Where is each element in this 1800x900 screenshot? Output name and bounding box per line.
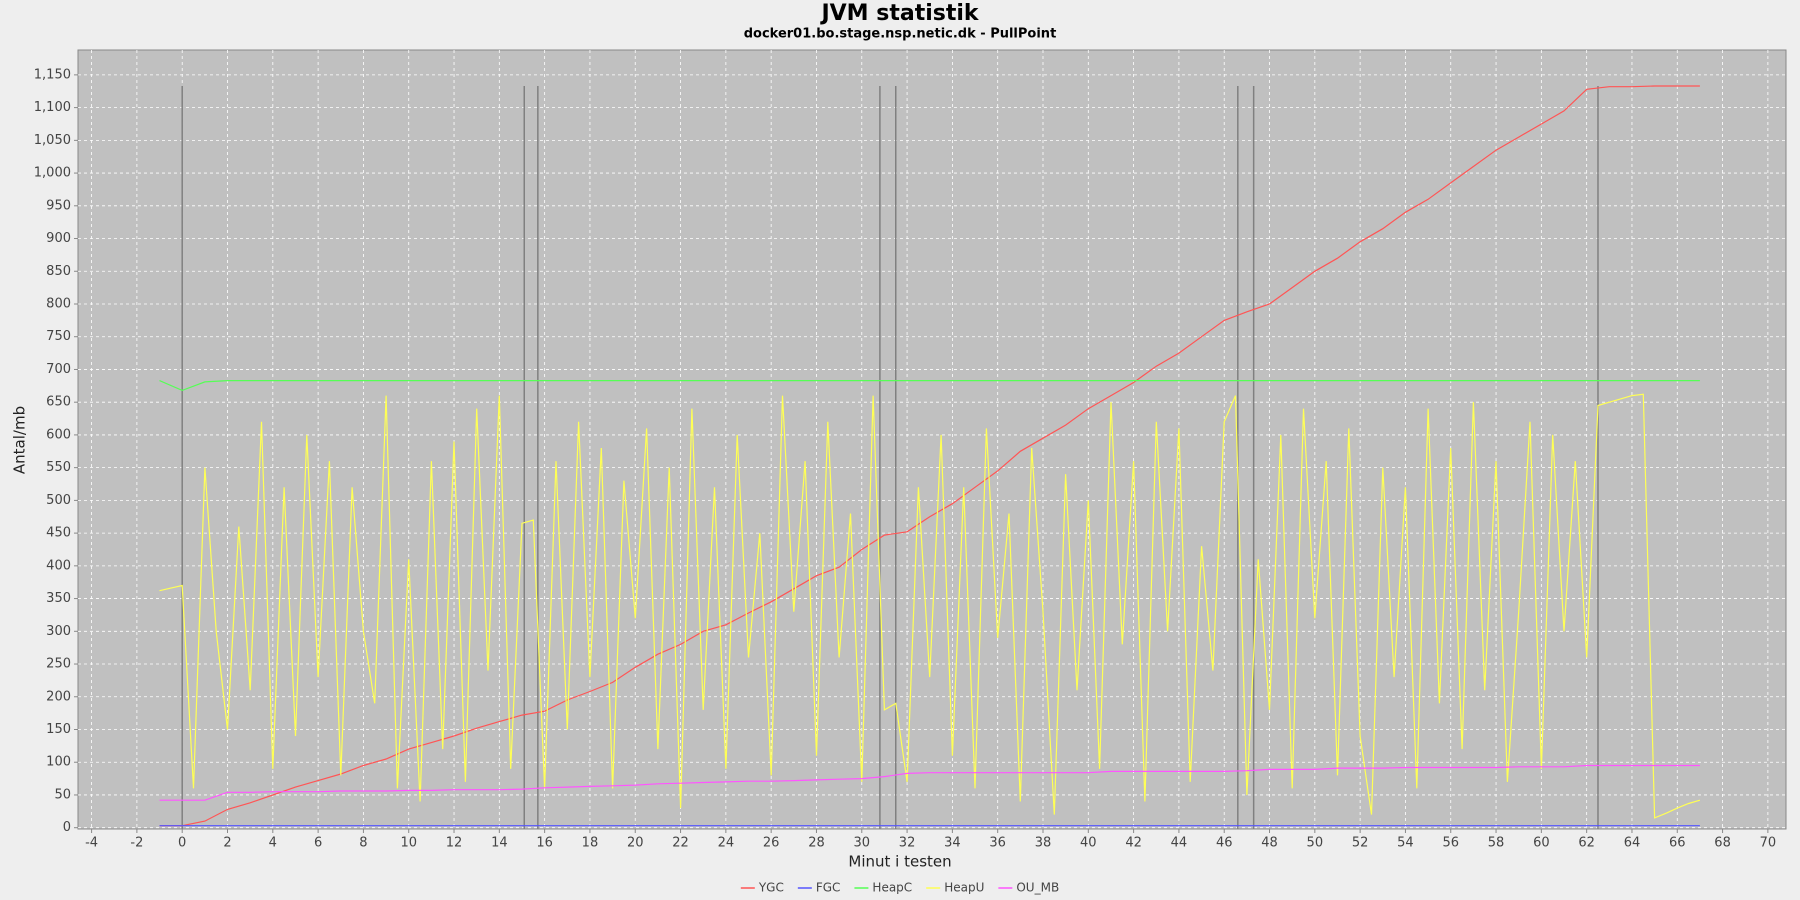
x-tick-label: 50 xyxy=(1307,836,1324,851)
x-tick-label: 30 xyxy=(854,836,871,851)
y-tick-label: 650 xyxy=(46,395,71,410)
series-line xyxy=(159,764,1700,801)
x-tick-label: 44 xyxy=(1171,836,1188,851)
x-tick-label: 10 xyxy=(400,836,417,851)
x-tick-label: 8 xyxy=(359,836,367,851)
x-tick-label: 70 xyxy=(1760,836,1777,851)
y-tick-label: 150 xyxy=(46,722,71,737)
x-tick-label: 62 xyxy=(1578,836,1595,851)
x-tick-label: 64 xyxy=(1624,836,1641,851)
y-tick-label: 1,000 xyxy=(34,166,71,181)
x-tick-label: -2 xyxy=(130,836,143,851)
x-tick-label: 12 xyxy=(446,836,463,851)
x-tick-label: 46 xyxy=(1216,836,1233,851)
y-tick-label: 100 xyxy=(46,755,71,770)
y-tick-label: 900 xyxy=(46,231,71,246)
legend: YGC FGC HeapC HeapU OU_MB xyxy=(740,881,1059,895)
x-tick-label: 28 xyxy=(808,836,825,851)
x-tick-label: 54 xyxy=(1397,836,1414,851)
y-tick-label: 350 xyxy=(46,591,71,606)
x-tick-label: 42 xyxy=(1125,836,1142,851)
plot-area xyxy=(77,49,1787,830)
y-tick-label: 850 xyxy=(46,264,71,279)
x-tick-label: 18 xyxy=(582,836,599,851)
y-tick-label: 200 xyxy=(46,689,71,704)
x-tick-label: 68 xyxy=(1714,836,1731,851)
y-axis-label: Antal/mb xyxy=(11,406,29,474)
series-line xyxy=(159,380,1700,392)
x-tick-label: 14 xyxy=(491,836,508,851)
x-tick-label: 4 xyxy=(269,836,277,851)
series-line xyxy=(159,85,1700,827)
y-tick-label: 700 xyxy=(46,362,71,377)
y-tick-label: 450 xyxy=(46,526,71,541)
legend-label: YGC xyxy=(758,881,784,895)
series-line xyxy=(159,393,1701,819)
chart-subtitle: docker01.bo.stage.nsp.netic.dk - PullPoi… xyxy=(744,27,1057,42)
x-tick-label: 66 xyxy=(1669,836,1686,851)
legend-label: FGC xyxy=(816,881,841,895)
x-tick-label: 34 xyxy=(944,836,961,851)
y-tick-label: 550 xyxy=(46,460,71,475)
y-tick-label: 0 xyxy=(63,820,71,835)
x-tick-label: 36 xyxy=(989,836,1006,851)
legend-label: HeapC xyxy=(872,881,912,895)
x-tick-label: 32 xyxy=(899,836,916,851)
x-tick-label: 2 xyxy=(223,836,231,851)
y-tick-label: 250 xyxy=(46,657,71,672)
y-tick-label: 600 xyxy=(46,427,71,442)
y-tick-label: 1,150 xyxy=(34,67,71,82)
x-tick-label: 22 xyxy=(672,836,689,851)
x-tick-label: -4 xyxy=(85,836,98,851)
x-tick-label: 6 xyxy=(314,836,322,851)
y-tick-label: 1,100 xyxy=(34,100,71,115)
y-tick-label: 1,050 xyxy=(34,133,71,148)
x-axis-label: Minut i testen xyxy=(848,853,951,871)
y-tick-label: 750 xyxy=(46,329,71,344)
x-tick-label: 60 xyxy=(1533,836,1550,851)
legend-label: OU_MB xyxy=(1016,881,1059,895)
y-tick-label: 400 xyxy=(46,558,71,573)
y-tick-label: 950 xyxy=(46,198,71,213)
y-tick-label: 800 xyxy=(46,296,71,311)
x-tick-label: 38 xyxy=(1035,836,1052,851)
chart-title: JVM statistik xyxy=(819,1,979,26)
x-tick-label: 16 xyxy=(536,836,553,851)
x-tick-label: 24 xyxy=(718,836,735,851)
y-tick-label: 50 xyxy=(54,787,71,802)
x-tick-label: 56 xyxy=(1442,836,1459,851)
x-tick-label: 0 xyxy=(178,836,186,851)
legend-label: HeapU xyxy=(944,881,984,895)
x-tick-label: 40 xyxy=(1080,836,1097,851)
y-tick-label: 300 xyxy=(46,624,71,639)
y-tick-label: 500 xyxy=(46,493,71,508)
x-tick-label: 58 xyxy=(1488,836,1505,851)
x-tick-label: 52 xyxy=(1352,836,1369,851)
x-tick-label: 26 xyxy=(763,836,780,851)
x-tick-label: 20 xyxy=(627,836,644,851)
x-tick-label: 48 xyxy=(1261,836,1278,851)
